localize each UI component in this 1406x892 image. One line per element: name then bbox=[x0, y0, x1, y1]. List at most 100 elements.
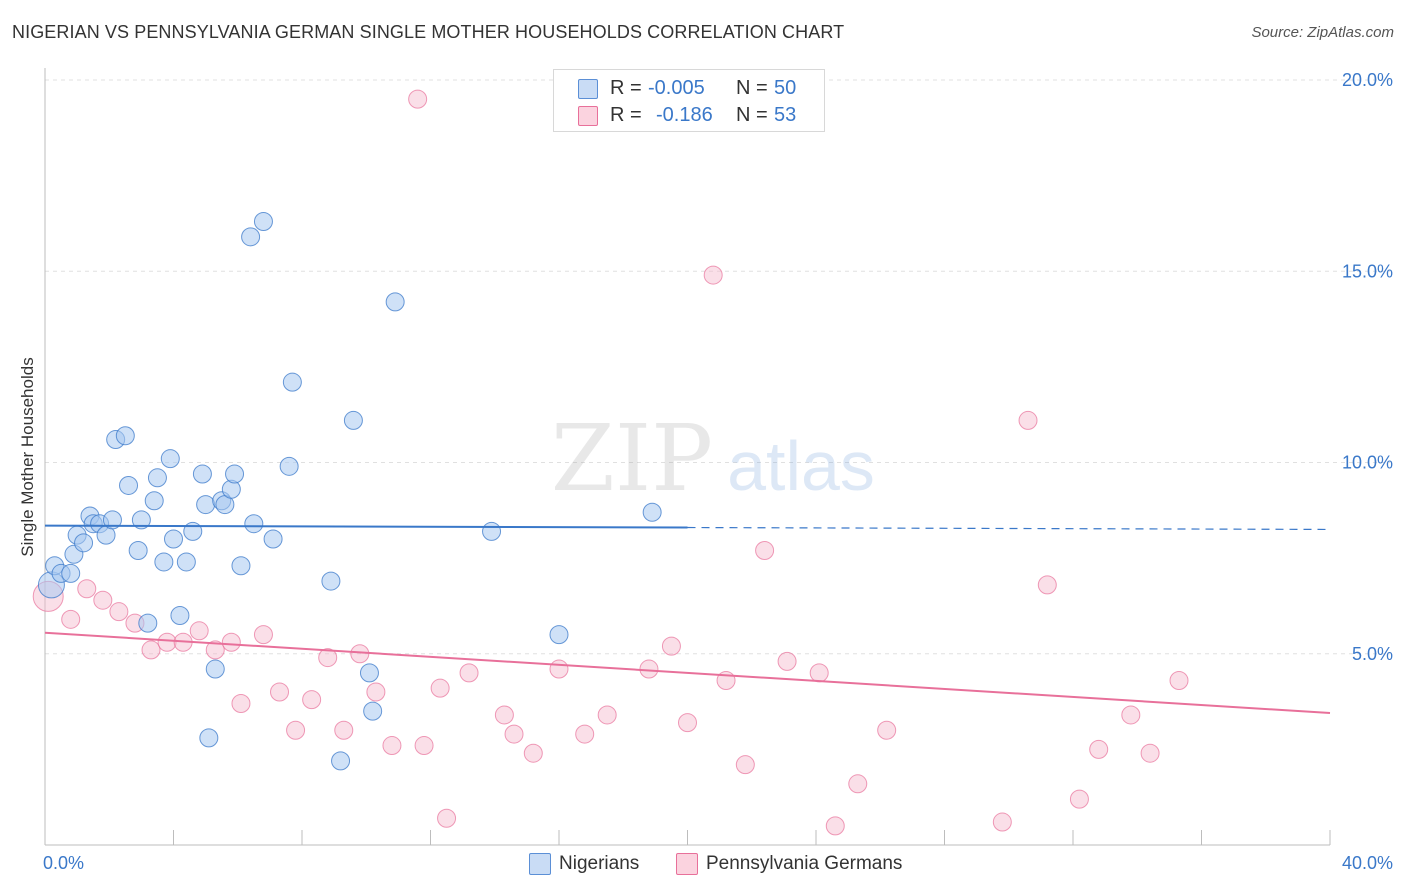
data-point-nigerians bbox=[74, 533, 94, 553]
data-point-nigerians bbox=[128, 540, 148, 560]
data-point-nigerians bbox=[221, 479, 241, 499]
data-point-pennsylvania-germans bbox=[408, 89, 428, 109]
bottom-legend-label: Nigerians bbox=[559, 853, 640, 874]
bottom-legend-swatch-nigerians bbox=[529, 853, 551, 875]
data-point-pennsylvania-germans bbox=[504, 724, 524, 744]
data-point-pennsylvania-germans bbox=[334, 720, 354, 740]
data-point-nigerians bbox=[102, 510, 122, 530]
data-point-nigerians bbox=[196, 495, 216, 515]
data-point-nigerians bbox=[147, 468, 167, 488]
watermark-zip: ZIP bbox=[551, 405, 713, 512]
data-point-pennsylvania-germans bbox=[992, 812, 1012, 832]
trend-lines bbox=[44, 524, 1331, 715]
data-point-pennsylvania-germans bbox=[575, 724, 595, 744]
legend-n-label: N = bbox=[736, 77, 768, 99]
data-point-pennsylvania-germans bbox=[1140, 743, 1160, 763]
data-point-pennsylvania-germans bbox=[253, 625, 273, 645]
data-point-nigerians bbox=[176, 552, 196, 572]
data-point-pennsylvania-germans bbox=[1069, 789, 1089, 809]
data-point-pennsylvania-germans bbox=[755, 540, 775, 560]
data-point-nigerians bbox=[170, 606, 190, 625]
y-tick-label: 10.0% bbox=[1342, 453, 1393, 473]
data-point-pennsylvania-germans bbox=[1089, 739, 1109, 759]
bottom-legend-label: Pennsylvania Germans bbox=[706, 853, 903, 874]
data-point-nigerians bbox=[164, 529, 183, 549]
data-point-pennsylvania-germans bbox=[437, 808, 457, 828]
data-point-pennsylvania-germans bbox=[1018, 410, 1038, 430]
data-point-nigerians bbox=[482, 521, 502, 541]
data-point-nigerians bbox=[263, 529, 283, 549]
source-label: Source: ZipAtlas.com bbox=[1251, 24, 1394, 41]
data-point-pennsylvania-germans bbox=[302, 690, 322, 710]
data-point-nigerians bbox=[549, 625, 569, 645]
axes bbox=[44, 68, 1331, 846]
data-point-pennsylvania-germans bbox=[639, 659, 659, 679]
data-point-nigerians bbox=[282, 372, 302, 392]
trend-line-nigerians bbox=[44, 524, 688, 529]
watermark: ZIP atlas bbox=[551, 405, 875, 512]
data-point-pennsylvania-germans bbox=[523, 743, 543, 763]
trend-line-nigerians-extension bbox=[687, 526, 1331, 531]
data-point-nigerians bbox=[241, 227, 261, 247]
data-point-nigerians bbox=[144, 491, 164, 511]
data-point-nigerians bbox=[199, 728, 219, 748]
x-tick-label: 0.0% bbox=[43, 853, 84, 873]
data-point-nigerians bbox=[321, 571, 341, 591]
y-tick-label: 20.0% bbox=[1342, 70, 1393, 90]
data-point-nigerians bbox=[160, 449, 180, 469]
data-point-pennsylvania-germans bbox=[735, 755, 755, 775]
data-point-nigerians bbox=[385, 292, 405, 312]
data-point-pennsylvania-germans bbox=[231, 693, 251, 713]
data-point-nigerians bbox=[253, 212, 273, 232]
legend-swatch-nigerians bbox=[578, 79, 598, 99]
data-point-nigerians bbox=[205, 659, 225, 679]
data-point-nigerians bbox=[115, 426, 135, 446]
data-point-pennsylvania-germans bbox=[157, 632, 177, 652]
data-point-nigerians bbox=[154, 552, 174, 572]
data-point-pennsylvania-germans bbox=[61, 609, 81, 629]
watermark-atlas: atlas bbox=[727, 427, 875, 505]
chart-title: NIGERIAN VS PENNSYLVANIA GERMAN SINGLE M… bbox=[12, 22, 845, 42]
data-point-nigerians bbox=[131, 510, 151, 530]
tick-labels: 5.0% 10.0% 15.0% 20.0% 0.0% 40.0% bbox=[43, 70, 1393, 873]
data-point-pennsylvania-germans bbox=[270, 682, 290, 702]
data-point-pennsylvania-germans bbox=[221, 632, 241, 652]
data-point-nigerians bbox=[363, 701, 383, 721]
legend-r-value: -0.186 bbox=[656, 104, 713, 126]
data-point-pennsylvania-germans bbox=[414, 736, 434, 756]
data-point-pennsylvania-germans bbox=[318, 648, 338, 668]
y-tick-label: 15.0% bbox=[1342, 261, 1393, 281]
legend-r-value: -0.005 bbox=[648, 77, 705, 99]
data-point-pennsylvania-germans bbox=[877, 720, 897, 740]
data-point-pennsylvania-germans bbox=[93, 590, 113, 610]
legend-swatch-pennsylvania-germans bbox=[578, 106, 598, 126]
data-point-nigerians bbox=[231, 556, 251, 576]
y-tick-label: 5.0% bbox=[1352, 644, 1393, 664]
data-point-pennsylvania-germans bbox=[366, 682, 386, 702]
data-point-pennsylvania-germans bbox=[549, 659, 569, 679]
legend-r-label: R = bbox=[610, 77, 642, 99]
data-point-pennsylvania-germans bbox=[189, 621, 209, 641]
data-point-pennsylvania-germans bbox=[77, 579, 97, 599]
bottom-legend-swatch-pennsylvania-germans bbox=[676, 853, 698, 875]
data-point-pennsylvania-germans bbox=[825, 816, 845, 836]
data-point-pennsylvania-germans bbox=[459, 663, 479, 683]
data-point-nigerians bbox=[192, 464, 212, 484]
correlation-legend: R = -0.005 N = 50 R = -0.186 N = 53 bbox=[553, 69, 825, 132]
data-point-nigerians bbox=[359, 663, 379, 683]
data-point-pennsylvania-germans bbox=[109, 602, 129, 622]
data-point-pennsylvania-germans bbox=[777, 651, 797, 671]
data-point-pennsylvania-germans bbox=[286, 720, 306, 740]
legend-n-label: N = bbox=[736, 104, 768, 126]
data-point-nigerians bbox=[331, 751, 351, 771]
data-point-pennsylvania-germans bbox=[430, 678, 450, 698]
data-point-pennsylvania-germans bbox=[141, 640, 161, 660]
data-point-pennsylvania-germans bbox=[809, 663, 829, 683]
legend-n-value: 53 bbox=[774, 104, 797, 126]
data-point-nigerians bbox=[343, 410, 363, 430]
data-point-pennsylvania-germans bbox=[1169, 671, 1189, 691]
data-point-nigerians bbox=[61, 563, 81, 583]
data-point-nigerians bbox=[642, 502, 662, 522]
y-axis-label: Single Mother Households bbox=[18, 357, 37, 557]
